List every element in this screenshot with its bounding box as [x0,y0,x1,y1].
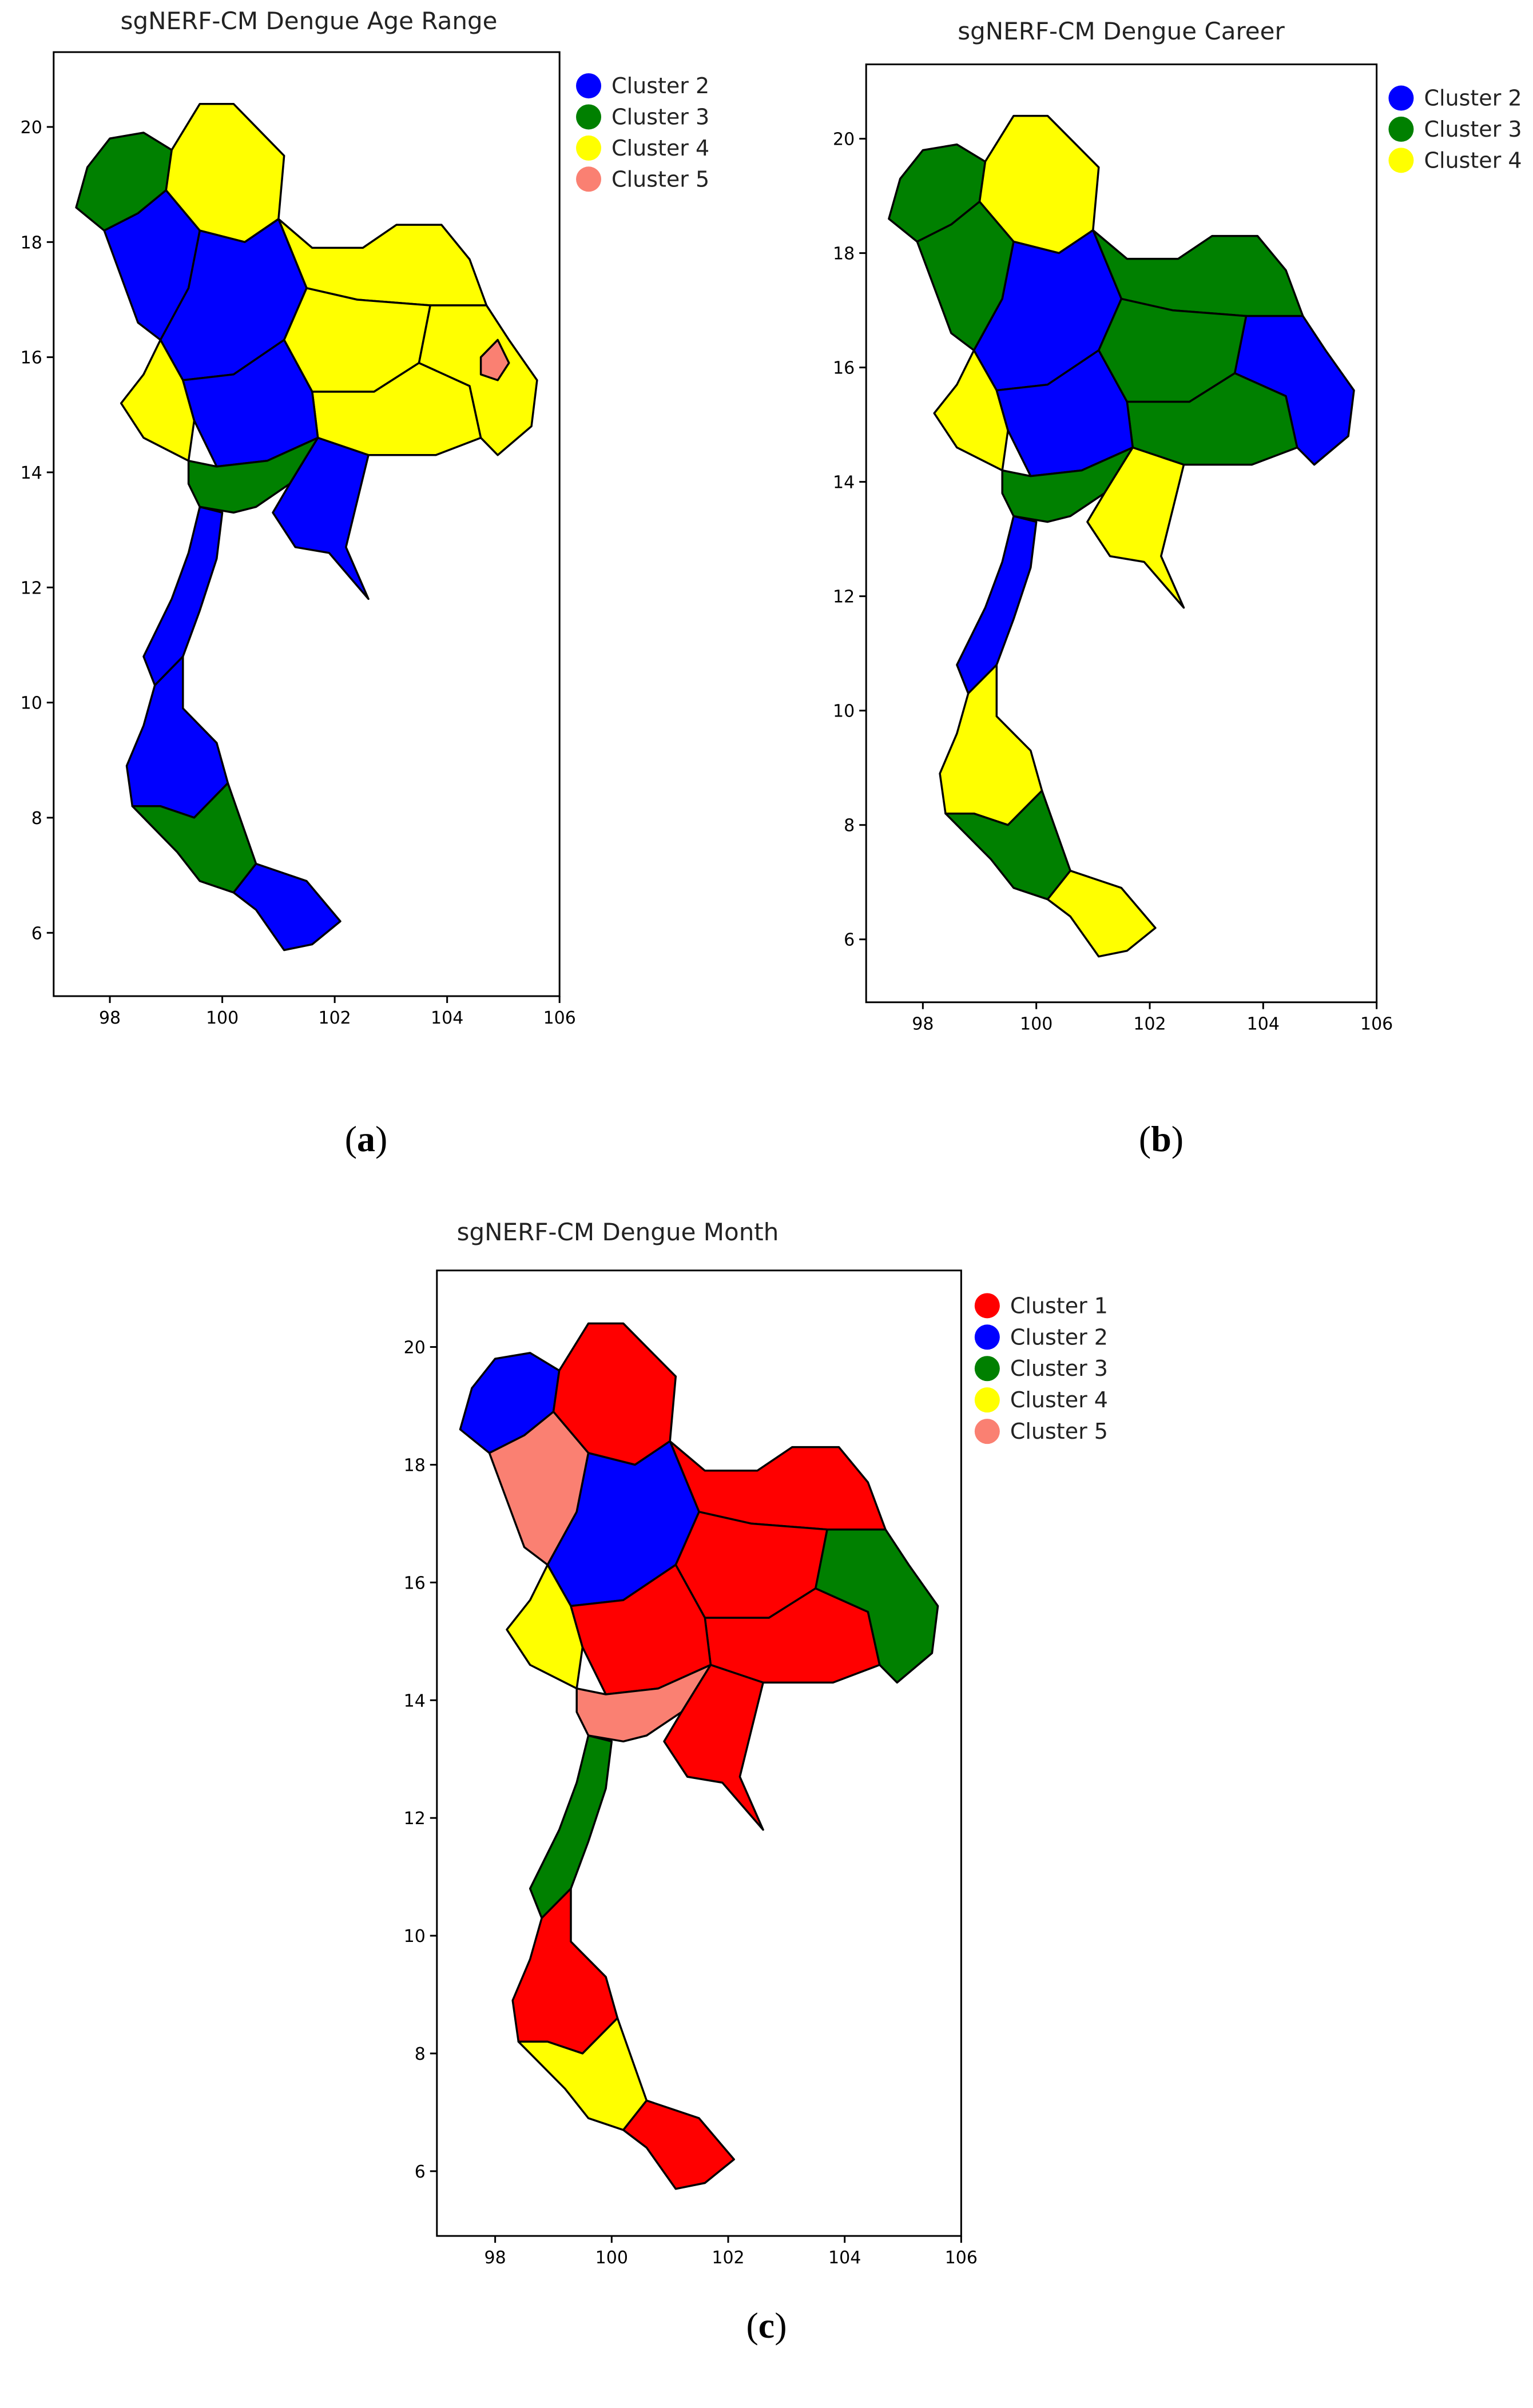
y-tick-label: 10 [404,1927,426,1947]
y-tick-label: 14 [404,1691,426,1711]
caption-letter: a [357,1119,375,1159]
y-tick-label: 8 [415,2044,426,2064]
map-region [939,663,1043,826]
legend-marker [974,1356,1000,1382]
x-tick-label: 104 [828,2248,861,2268]
y-tick-label: 6 [415,2162,426,2182]
map-figure: 98 100 102 104 106 6 8 10 12 14 16 18 20 Cluster 1 Clu… [404,1269,1108,2268]
map-region [1086,446,1185,609]
map-region [232,862,341,952]
panel-c: sgNERF-CM Dengue Month 98 100 102 104 106 6 8 1… [372,1201,1173,2408]
y-tick-label: 18 [21,233,42,253]
map-region [1001,446,1134,523]
x-tick-label: 106 [945,2248,978,2268]
y-tick-label: 14 [833,473,855,493]
map-region [663,1663,764,1831]
map-region [1046,869,1157,958]
map-region [479,339,510,381]
y-tick-label: 12 [833,587,855,607]
legend-label: Cluster 3 [1010,1356,1108,1381]
legend-label: Cluster 3 [611,104,709,129]
y-tick-label: 6 [844,930,855,950]
x-tick-label: 100 [595,2248,628,2268]
x-tick-label: 104 [1247,1014,1280,1034]
legend-label: Cluster 5 [1010,1419,1108,1444]
y-tick-label: 8 [31,809,42,829]
legend-label: Cluster 4 [1010,1387,1108,1412]
legend-label: Cluster 2 [1424,86,1522,111]
figure-caption: (b) [1138,1119,1184,1159]
legend-marker [576,166,602,192]
map-region [187,436,319,514]
plot-frame [865,63,1378,1004]
y-tick-label: 20 [21,118,42,138]
legend-label: Cluster 5 [611,166,709,192]
y-tick-label: 10 [21,694,42,714]
caption-letter: c [758,2305,775,2346]
x-tick-label: 100 [1020,1014,1053,1034]
y-tick-label: 10 [833,702,855,722]
x-tick-label: 100 [206,1008,239,1028]
y-tick-label: 18 [833,244,855,264]
x-tick-label: 106 [1360,1014,1393,1034]
y-tick-label: 20 [833,130,855,150]
map-title: sgNERF-CM Dengue Career [958,17,1285,45]
legend-marker [974,1293,1000,1319]
map-region [1233,315,1355,466]
map-figure: 98 100 102 104 106 6 8 10 12 14 16 18 20 Cluster 2 Clu… [21,51,709,1028]
x-tick-label: 98 [912,1014,934,1034]
legend-marker [576,135,602,161]
x-tick-label: 102 [1133,1014,1166,1034]
x-tick-label: 98 [99,1008,121,1028]
map-title: sgNERF-CM Dengue Month [456,1218,779,1246]
map-region [815,1528,939,1684]
plot-frame [53,51,561,997]
figure-caption: (c) [746,2305,787,2346]
panel-b: sgNERF-CM Dengue Career 98 100 102 104 106 6 8… [766,0,1533,1201]
y-tick-label: 16 [404,1573,426,1593]
y-tick-label: 8 [844,816,855,836]
legend-marker [1388,148,1414,173]
y-tick-label: 14 [21,463,42,483]
map-region [272,436,370,600]
legend-label: Cluster 1 [1010,1293,1108,1318]
x-tick-label: 98 [484,2248,506,2268]
map-region [622,2099,735,2190]
x-tick-label: 102 [712,2248,744,2268]
map-title: sgNERF-CM Dengue Age Range [120,7,498,35]
y-tick-label: 16 [21,348,42,368]
y-tick-label: 12 [404,1809,426,1829]
legend-marker [974,1387,1000,1413]
plot-frame [436,1269,962,2237]
x-tick-label: 104 [431,1008,463,1028]
map-region [575,1663,712,1743]
figure-caption: (a) [344,1119,388,1159]
legend-label: Cluster 2 [611,73,709,98]
y-tick-label: 16 [833,359,855,379]
legend-label: Cluster 3 [1424,117,1522,142]
legend-label: Cluster 2 [1010,1324,1108,1350]
caption-letter: b [1151,1119,1171,1159]
map-region [511,1887,619,2055]
legend-marker [974,1324,1000,1350]
y-tick-label: 18 [404,1455,426,1475]
map-figure: 98 100 102 104 106 6 8 10 12 14 16 18 20 Cluster 2 Clu… [833,63,1522,1034]
y-tick-label: 12 [21,578,42,598]
legend-marker [974,1419,1000,1444]
legend-marker [576,73,602,99]
map-region [125,655,229,819]
map-region [418,304,538,456]
legend-label: Cluster 4 [1424,148,1522,173]
x-tick-label: 106 [543,1008,576,1028]
legend-marker [1388,116,1414,142]
y-tick-label: 20 [404,1338,426,1358]
y-tick-label: 6 [31,924,42,944]
legend-marker [1388,85,1414,111]
x-tick-label: 102 [319,1008,351,1028]
legend-label: Cluster 4 [611,136,709,161]
panel-a: sgNERF-CM Dengue Age Range 98 100 102 104 10… [0,0,766,1201]
legend-marker [576,104,602,130]
